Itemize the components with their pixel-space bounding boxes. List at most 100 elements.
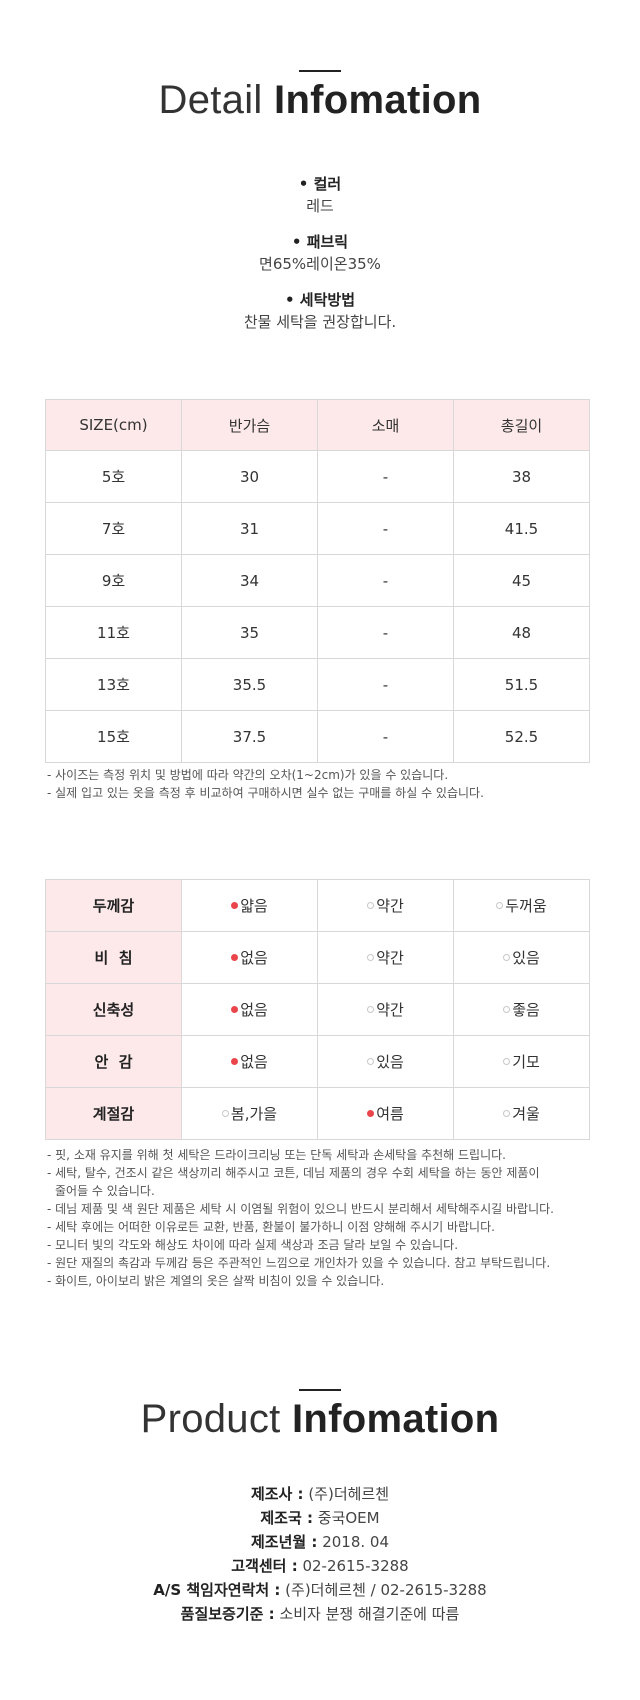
- feel-option: 약간: [317, 983, 454, 1036]
- unselected-dot-icon: [496, 902, 504, 909]
- feel-option-label: 여름: [376, 1105, 404, 1123]
- detail-item-value: 면65%레이온35%: [259, 255, 381, 273]
- product-line-key: 제조국 :: [260, 1509, 313, 1527]
- product-line-value: 중국OEM: [313, 1509, 380, 1527]
- detail-item-fabric: • 패브릭 면65%레이온35%: [0, 231, 640, 275]
- product-line-key: 제조사 :: [250, 1485, 304, 1503]
- table-row: 비 침 없음 약간 있음: [45, 931, 590, 984]
- detail-item-label: • 세탁방법: [284, 291, 355, 309]
- table-cell: 48: [453, 606, 590, 659]
- feel-row-head: 계절감: [45, 1087, 182, 1140]
- product-line-date: 제조년월 : 2018. 04: [0, 1530, 640, 1554]
- table-row: 7호 31 - 41.5: [45, 502, 590, 555]
- product-line-warranty: 품질보증기준 : 소비자 분쟁 해결기준에 따름: [0, 1602, 640, 1626]
- product-line-value: (주)더헤르첸 / 02-2615-3288: [280, 1581, 487, 1599]
- table-cell: -: [317, 502, 454, 555]
- table-cell: 38: [453, 450, 590, 503]
- unselected-dot-icon: [221, 1110, 229, 1117]
- feel-option-label: 없음: [240, 949, 268, 967]
- detail-item-value: 레드: [306, 197, 334, 215]
- feel-option-label: 있음: [512, 949, 540, 967]
- product-line-country: 제조국 : 중국OEM: [0, 1506, 640, 1530]
- product-title-bold: Infomation: [291, 1397, 500, 1441]
- section-divider-bar: [299, 1389, 341, 1391]
- note-line: - 원단 재질의 촉감과 두께감 등은 주관적인 느낌으로 개인차가 있을 수 …: [47, 1256, 551, 1270]
- size-table: SIZE(cm) 반가슴 소매 총길이 5호 30 - 38 7호 31 - 4…: [45, 399, 590, 763]
- note-line: - 실제 입고 있는 옷을 측정 후 비교하여 구매하시면 실수 없는 구매를 …: [47, 786, 484, 800]
- feel-row-head: 두께감: [45, 879, 182, 932]
- feel-row-head: 비 침: [45, 931, 182, 984]
- detail-item-value: 찬물 세탁을 권장합니다.: [243, 313, 397, 331]
- feel-option-label: 좋음: [512, 1001, 540, 1019]
- size-table-header-row: SIZE(cm) 반가슴 소매 총길이: [45, 399, 590, 451]
- feel-option: 봄,가을: [181, 1087, 318, 1140]
- detail-item-washing: • 세탁방법 찬물 세탁을 권장합니다.: [0, 289, 640, 333]
- feel-option-label: 있음: [376, 1053, 404, 1071]
- unselected-dot-icon: [367, 902, 375, 909]
- feel-option: 얇음: [181, 879, 318, 932]
- table-cell: 34: [181, 554, 318, 607]
- detail-section-title: Detail Infomation: [0, 78, 640, 123]
- note-line: - 세탁 후에는 어떠한 이유로든 교환, 반품, 환불이 불가하니 이점 양해…: [47, 1220, 495, 1234]
- detail-item-label: • 패브릭: [291, 233, 349, 251]
- unselected-dot-icon: [367, 1058, 375, 1065]
- product-line-as-contact: A/S 책임자연락처 : (주)더헤르첸 / 02-2615-3288: [0, 1578, 640, 1602]
- feel-option: 여름: [317, 1087, 454, 1140]
- note-line: - 화이트, 아이보리 밝은 계열의 옷은 살짝 비침이 있을 수 있습니다.: [47, 1274, 385, 1288]
- product-title-light: Product: [140, 1397, 281, 1441]
- product-line-key: A/S 책임자연락처 :: [153, 1581, 281, 1599]
- selected-dot-icon: [231, 954, 239, 961]
- table-cell: 31: [181, 502, 318, 555]
- feel-option-label: 얇음: [240, 897, 268, 915]
- table-row: 신축성 없음 약간 좋음: [45, 983, 590, 1036]
- feel-option: 두꺼움: [453, 879, 590, 932]
- note-line: - 핏, 소재 유지를 위해 첫 세탁은 드라이크리닝 또는 단독 세탁과 손세…: [47, 1148, 506, 1162]
- product-line-value: 2018. 04: [317, 1533, 389, 1551]
- note-line: - 모니터 빛의 각도와 해상도 차이에 따라 실제 색상과 조금 달라 보일 …: [47, 1238, 459, 1252]
- table-cell: 51.5: [453, 658, 590, 711]
- feel-option: 좋음: [453, 983, 590, 1036]
- table-cell: -: [317, 710, 454, 763]
- product-line-value: (주)더헤르첸: [303, 1485, 390, 1503]
- note-line: 줄어들 수 있습니다.: [55, 1184, 155, 1198]
- feel-option-label: 약간: [376, 1001, 404, 1019]
- table-row: 13호 35.5 - 51.5: [45, 658, 590, 711]
- table-cell: -: [317, 606, 454, 659]
- size-notes: - 사이즈는 측정 위치 및 방법에 따라 약간의 오차(1~2cm)가 있을 …: [47, 766, 607, 802]
- feel-row-head: 안 감: [45, 1035, 182, 1088]
- product-line-customer-center: 고객센터 : 02-2615-3288: [0, 1554, 640, 1578]
- product-line-value: 소비자 분쟁 해결기준에 따름: [274, 1605, 460, 1623]
- table-cell: 45: [453, 554, 590, 607]
- feel-option-label: 기모: [512, 1053, 540, 1071]
- feel-row-head: 신축성: [45, 983, 182, 1036]
- feel-option-label: 없음: [240, 1001, 268, 1019]
- table-cell: 5호: [45, 450, 182, 503]
- table-cell: -: [317, 554, 454, 607]
- feel-option: 약간: [317, 931, 454, 984]
- feel-option-label: 겨울: [512, 1105, 540, 1123]
- feel-option: 없음: [181, 931, 318, 984]
- product-line-key: 고객센터 :: [231, 1557, 298, 1575]
- feel-option-label: 약간: [376, 949, 404, 967]
- table-cell: 13호: [45, 658, 182, 711]
- selected-dot-icon: [367, 1110, 375, 1117]
- table-row: 11호 35 - 48: [45, 606, 590, 659]
- unselected-dot-icon: [367, 1006, 375, 1013]
- table-cell: 37.5: [181, 710, 318, 763]
- feel-option: 없음: [181, 1035, 318, 1088]
- product-section-title: Product Infomation: [0, 1397, 640, 1442]
- note-line: - 데님 제품 및 색 원단 제품은 세탁 시 이염될 위험이 있으니 반드시 …: [47, 1202, 554, 1216]
- table-row: 9호 34 - 45: [45, 554, 590, 607]
- product-line-value: 02-2615-3288: [297, 1557, 409, 1575]
- detail-title-bold: Infomation: [274, 78, 482, 122]
- feel-option-label: 봄,가을: [230, 1105, 278, 1123]
- feel-table: 두께감 얇음 약간 두꺼움 비 침 없음 약간 있음 신축성 없음 약간 좋음 …: [45, 879, 590, 1140]
- size-header-chest: 반가슴: [181, 399, 318, 451]
- table-cell: 11호: [45, 606, 182, 659]
- table-cell: 7호: [45, 502, 182, 555]
- feel-option: 있음: [317, 1035, 454, 1088]
- table-cell: -: [317, 658, 454, 711]
- table-cell: 30: [181, 450, 318, 503]
- table-cell: 52.5: [453, 710, 590, 763]
- table-cell: 35.5: [181, 658, 318, 711]
